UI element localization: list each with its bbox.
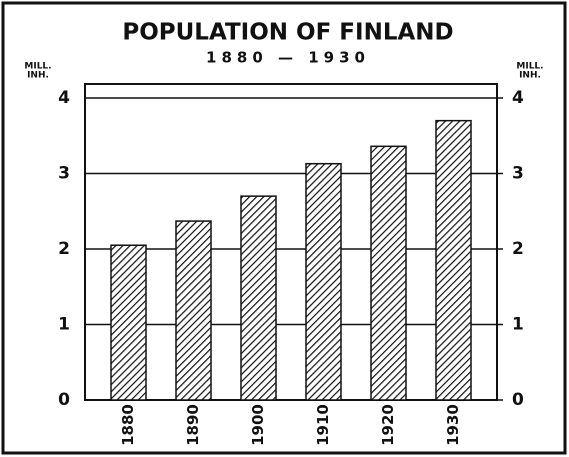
x-tick-label: 1900 (249, 404, 267, 446)
y2-tick-label: 3 (512, 164, 524, 184)
y-tick-label: 2 (58, 239, 70, 259)
bar (110, 244, 147, 401)
chart-title: POPULATION OF FINLAND (122, 20, 453, 46)
y2-axis-label: INH. (519, 71, 541, 81)
bar (370, 145, 407, 401)
bar (240, 195, 277, 401)
bar (435, 119, 472, 401)
bar (305, 162, 342, 401)
y-tick-label: 4 (58, 88, 70, 108)
plot-frame (84, 83, 498, 401)
y2-tick-label: 2 (512, 239, 524, 259)
y2-tick-label: 1 (512, 315, 524, 335)
chart-subtitle: 1880 — 1930 (206, 49, 370, 67)
y2-tick-label: 4 (512, 88, 524, 108)
y-axis-label: INH. (27, 71, 49, 81)
y-tick-label: 3 (58, 164, 70, 184)
y2-axis-label: MILL. (516, 62, 543, 72)
bar (175, 220, 212, 401)
y2-tick-label: 0 (512, 390, 524, 410)
x-tick-label: 1910 (314, 404, 332, 446)
x-tick-label: 1930 (444, 404, 462, 446)
y-tick-label: 1 (58, 315, 70, 335)
x-tick-label: 1880 (119, 404, 137, 446)
x-tick-label: 1920 (379, 404, 397, 446)
y-axis-label: MILL. (24, 62, 51, 72)
x-tick-label: 1890 (184, 404, 202, 446)
y-tick-label: 0 (58, 390, 70, 410)
